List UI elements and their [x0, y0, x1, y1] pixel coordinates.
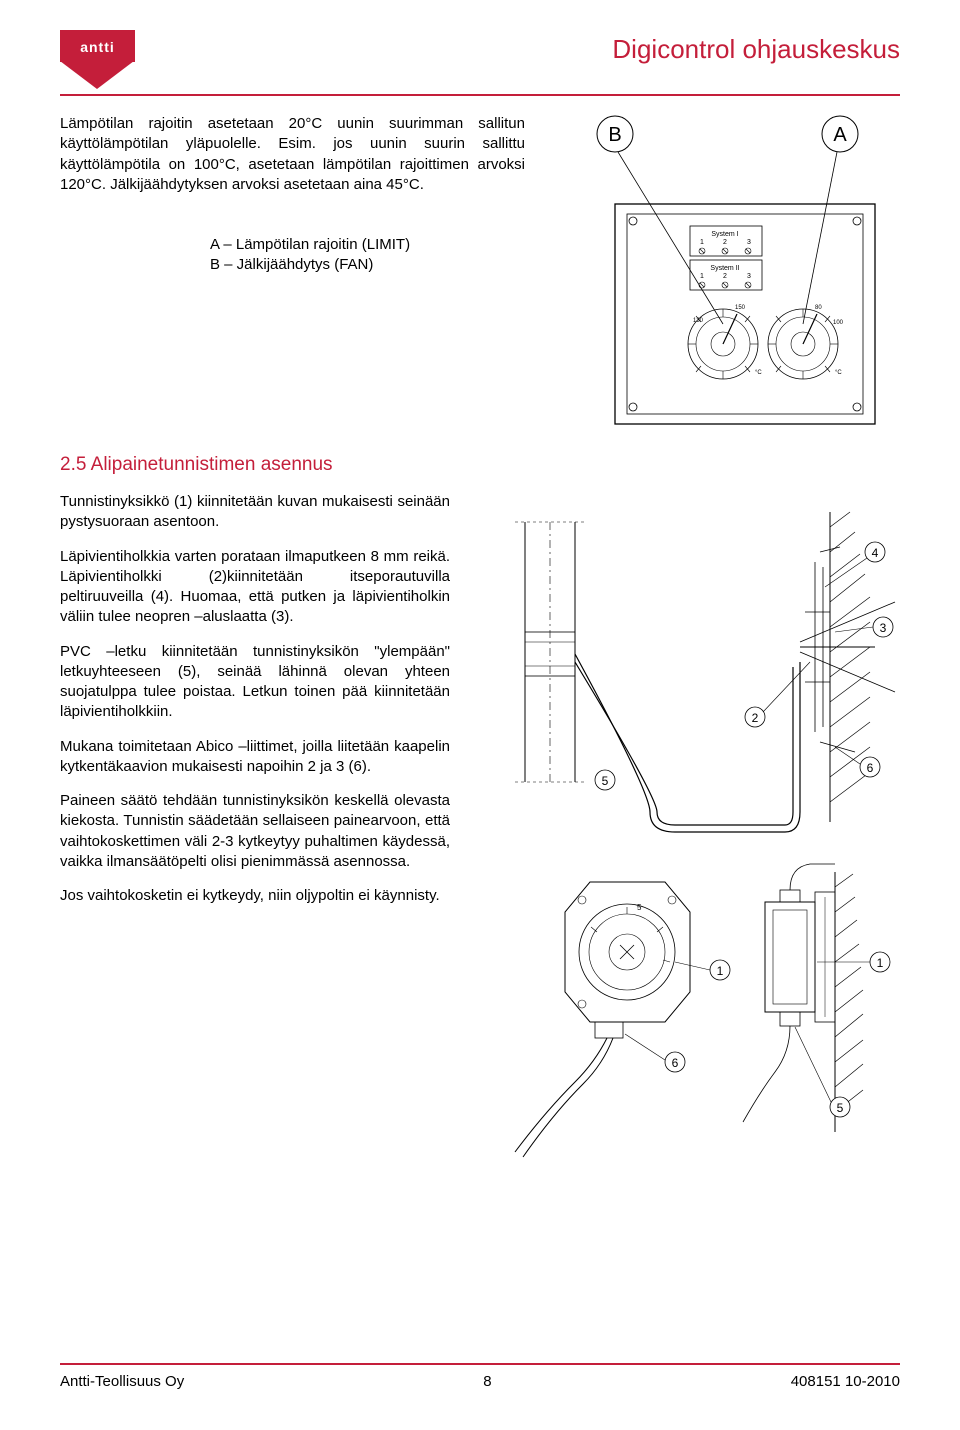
control-panel-diagram: B A System I 1 2 3	[555, 114, 900, 429]
logo-triangle-icon	[60, 61, 134, 89]
svg-text:2: 2	[752, 711, 759, 725]
intro-para1: Lämpötilan rajoitin asetetaan 20°C uunin…	[60, 114, 525, 195]
svg-text:150: 150	[735, 305, 746, 311]
svg-text:2: 2	[723, 239, 727, 246]
svg-text:4: 4	[872, 546, 879, 560]
intro-row: Lämpötilan rajoitin asetetaan 20°C uunin…	[60, 114, 900, 434]
svg-text:°C: °C	[835, 370, 842, 376]
legend-a: A – Lämpötilan rajoitin (LIMIT)	[210, 235, 525, 255]
page-header: antti Digicontrol ohjauskeskus	[60, 30, 900, 96]
svg-text:1: 1	[700, 273, 704, 280]
section-2-5-title: 2.5 Alipainetunnistimen asennus	[60, 454, 900, 476]
pressure-sensor-diagram: 4 3 2 6 5	[475, 492, 900, 1172]
sensor-front: 5	[515, 882, 690, 1157]
svg-text:5: 5	[837, 1101, 844, 1115]
figure1-col: B A System I 1 2 3	[555, 114, 900, 434]
s2-para5: Paineen säätö tehdään tunnistinyksikön k…	[60, 791, 450, 872]
intro-text: Lämpötilan rajoitin asetetaan 20°C uunin…	[60, 114, 525, 434]
sensor-side	[743, 864, 863, 1132]
svg-text:6: 6	[672, 1056, 679, 1070]
logo-text: antti	[60, 30, 135, 62]
svg-text:°C: °C	[755, 370, 762, 376]
svg-text:1: 1	[700, 239, 704, 246]
s2-para1: Tunnistinyksikkö (1) kiinnitetään kuvan …	[60, 492, 450, 533]
page-title: Digicontrol ohjauskeskus	[612, 34, 900, 65]
callout-a: A	[833, 124, 847, 146]
svg-text:5: 5	[637, 903, 642, 912]
svg-text:1: 1	[877, 956, 884, 970]
legend-b: B – Jälkijäähdytys (FAN)	[210, 255, 525, 275]
wall-bushing	[800, 547, 895, 752]
antti-logo: antti	[60, 30, 145, 92]
system1-label: System I	[711, 231, 738, 238]
svg-text:100: 100	[833, 320, 844, 326]
page-footer: Antti-Teollisuus Oy 8 408151 10-2010	[60, 1363, 900, 1390]
s2-para4: Mukana toimitetaan Abico –liittimet, joi…	[60, 737, 450, 778]
s2-para6: Jos vaihtokosketin ei kytkeydy, niin olj…	[60, 886, 450, 906]
svg-text:3: 3	[747, 239, 751, 246]
svg-text:130: 130	[693, 318, 704, 324]
footer-page: 8	[483, 1373, 491, 1390]
footer-docref: 408151 10-2010	[791, 1373, 900, 1390]
svg-text:6: 6	[867, 761, 874, 775]
s2-para3: PVC –letku kiinnitetään tunnistinyksikön…	[60, 642, 450, 723]
section2-text: Tunnistinyksikkö (1) kiinnitetään kuvan …	[60, 492, 450, 920]
svg-text:3: 3	[880, 621, 887, 635]
callout-b: B	[608, 124, 621, 146]
s2-para2: Läpivientiholkkia varten porataan ilmapu…	[60, 547, 450, 628]
legend-block: A – Lämpötilan rajoitin (LIMIT) B – Jälk…	[210, 235, 525, 276]
svg-text:2: 2	[723, 273, 727, 280]
system2-label: System II	[710, 265, 739, 272]
section2-row: Tunnistinyksikkö (1) kiinnitetään kuvan …	[60, 492, 900, 1172]
svg-text:3: 3	[747, 273, 751, 280]
svg-text:5: 5	[602, 774, 609, 788]
svg-text:1: 1	[717, 964, 724, 978]
svg-text:80: 80	[815, 305, 822, 311]
footer-company: Antti-Teollisuus Oy	[60, 1373, 184, 1390]
